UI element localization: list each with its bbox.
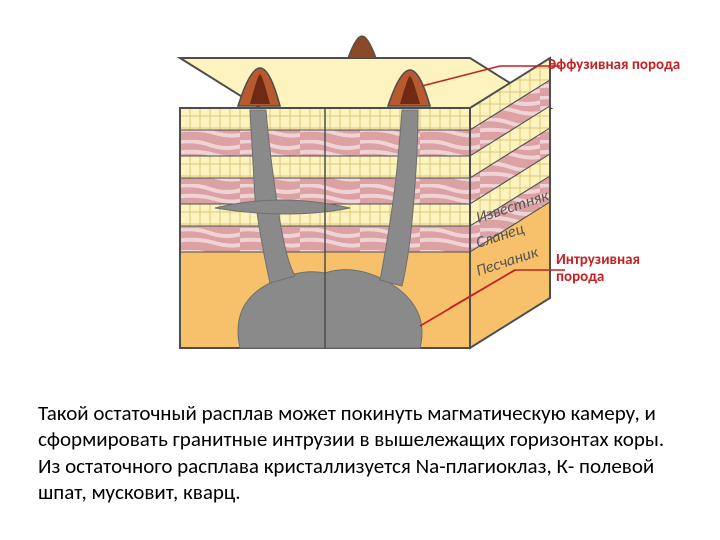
- caption-text: Такой остаточный расплав может покинуть …: [38, 400, 678, 505]
- volcano-back: [348, 36, 376, 58]
- diagram-svg: Известняк Сланец Песчаник: [120, 8, 590, 388]
- geology-block-diagram: Известняк Сланец Песчаник: [120, 8, 590, 388]
- callout-effusive: Эффузивная порода: [548, 56, 680, 74]
- callout-intrusive: Интрузивная порода: [556, 252, 640, 287]
- slide-root: Известняк Сланец Песчаник Эффузивная пор…: [0, 0, 720, 540]
